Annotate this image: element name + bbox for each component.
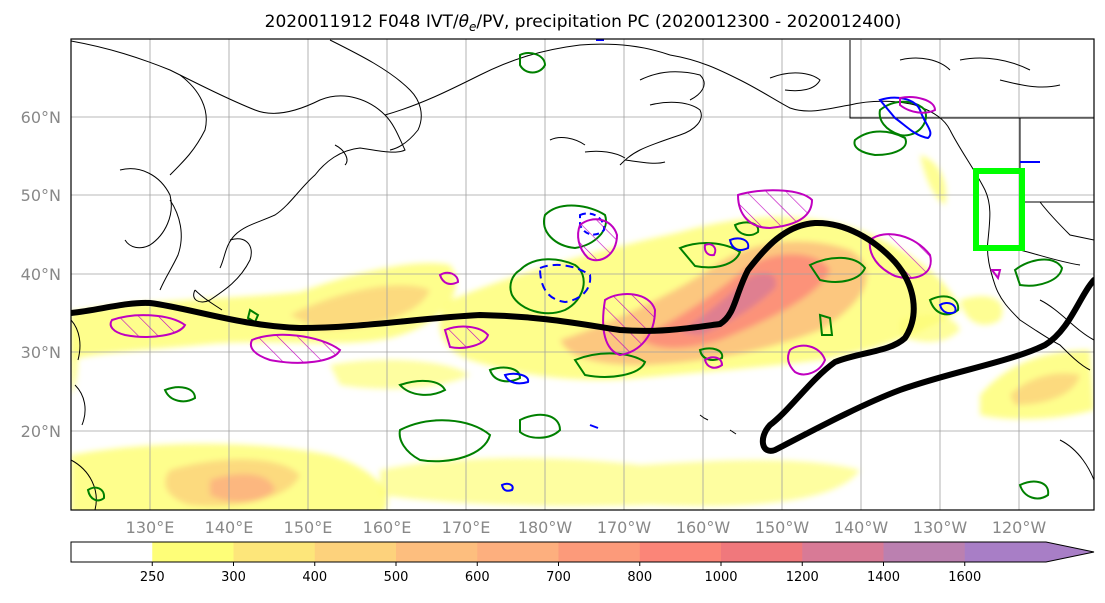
lon-tick-label: 160°W [676, 518, 731, 537]
colorbar-segment [152, 542, 234, 562]
colorbar-segment [233, 542, 316, 562]
lon-tick-label: 170°W [597, 518, 652, 537]
colorbar-tick-label: 500 [384, 570, 409, 585]
colorbar-segment [802, 542, 884, 562]
colorbar-tick-label: 400 [302, 570, 327, 585]
colorbar-segment [721, 542, 803, 562]
colorbar-tick-label: 800 [627, 570, 652, 585]
colorbar-segment [71, 542, 153, 562]
theta-contours [500, 39, 1040, 492]
colorbar-segment [639, 542, 722, 562]
colorbar-segment [314, 542, 397, 562]
map-frame [70, 38, 1095, 511]
colorbar-tick-label: 300 [221, 570, 246, 585]
lat-tick-label: 40°N [21, 265, 61, 284]
colorbar-segment [558, 542, 641, 562]
colorbar-tick-label: 1200 [786, 570, 819, 585]
plot-title: 2020011912 F048 IVT/θe/PV, precipitation… [265, 12, 902, 34]
lat-tick-labels: 60°N 50°N 40°N 30°N 20°N [21, 108, 61, 441]
colorbar-labels: 250 300 400 500 600 700 800 1000 1200 1400 1600 [140, 570, 981, 585]
colorbar-segment [396, 542, 478, 562]
map-area [71, 39, 1094, 510]
lon-tick-label: 180°W [518, 518, 573, 537]
lon-tick-label: 150°W [755, 518, 810, 537]
lon-tick-label: 170°E [442, 518, 491, 537]
colorbar [70, 541, 1095, 566]
lon-tick-label: 160°E [363, 518, 412, 537]
colorbar-outline [70, 541, 1095, 563]
colorbar-tick-label: 1600 [948, 570, 981, 585]
ivt-line [71, 219, 1094, 454]
lat-tick-label: 20°N [21, 422, 61, 441]
colorbar-extend-arrow [1046, 542, 1094, 562]
colorbar-segment [477, 542, 559, 562]
lon-tick-label: 130°W [913, 518, 968, 537]
lat-tick-label: 60°N [21, 108, 61, 127]
colorbar-segment [964, 542, 1047, 562]
lon-tick-label: 140°W [834, 518, 889, 537]
colorbar-tick-label: 1000 [704, 570, 737, 585]
coastlines [71, 39, 1094, 510]
pv-contours [86, 52, 1064, 502]
colorbar-tick-label: 600 [465, 570, 490, 585]
lat-tick-label: 30°N [21, 343, 61, 362]
lon-tick-labels: 130°E 140°E 150°E 160°E 170°E 180°W 170°… [126, 518, 1047, 537]
lon-tick-label: 150°E [284, 518, 333, 537]
lon-tick-label: 130°E [126, 518, 175, 537]
colorbar-tick-label: 1400 [867, 570, 900, 585]
lat-tick-label: 50°N [21, 186, 61, 205]
lon-tick-label: 120°W [992, 518, 1047, 537]
pc-contours [109, 96, 1002, 376]
highlight-box [973, 168, 1025, 251]
colorbar-tick-label: 700 [546, 570, 571, 585]
colorbar-tick-label: 250 [140, 570, 165, 585]
lon-tick-label: 140°E [205, 518, 254, 537]
colorbar-segment [883, 542, 966, 562]
